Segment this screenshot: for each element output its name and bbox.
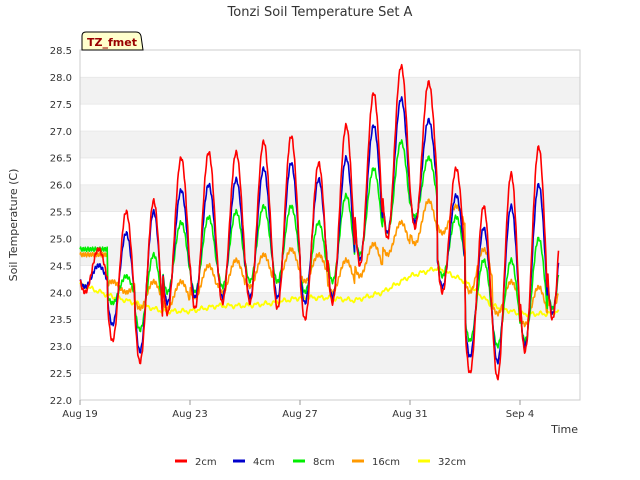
legend-label-4cm: 4cm (253, 457, 275, 468)
y-tick-label: 22.5 (50, 369, 72, 380)
y-tick-label: 28.0 (50, 73, 72, 84)
y-axis: 22.0 22.5 23.0 23.5 24.0 24.5 25.0 25.5 26.0 26.5… (50, 46, 72, 407)
y-axis-label: Soil Temperature (C) (7, 169, 20, 282)
y-tick-label: 23.0 (50, 342, 72, 353)
grid-band (80, 184, 580, 212)
y-tick-label: 28.5 (50, 46, 72, 57)
grid-band (80, 76, 580, 104)
legend-label-8cm: 8cm (313, 457, 335, 468)
x-axis: Aug 19 Aug 23 Aug 27 Aug 31 Sep 4 (62, 400, 534, 420)
grid-band (80, 157, 580, 185)
legend-label-32cm: 32cm (438, 457, 466, 468)
grid-band (80, 346, 580, 374)
y-tick-label: 25.0 (50, 234, 72, 245)
legend-label-16cm: 16cm (372, 457, 400, 468)
y-tick-label: 27.5 (50, 100, 72, 111)
y-tick-label: 26.0 (50, 181, 72, 192)
grid-band (80, 50, 580, 77)
plot-frame (79, 49, 581, 401)
x-tick-label: Aug 19 (62, 409, 97, 420)
x-tick-label: Aug 27 (282, 409, 317, 420)
y-tick-label: 25.5 (50, 208, 72, 219)
y-tick-label: 27.0 (50, 127, 72, 138)
grid-band (80, 211, 580, 239)
chart-title: Tonzi Soil Temperature Set A (227, 5, 413, 20)
x-axis-label: Time (550, 423, 578, 436)
legend-label-2cm: 2cm (195, 457, 217, 468)
x-tick-label: Sep 4 (506, 409, 534, 420)
series-line-8cm (79, 139, 560, 349)
grid-band (80, 373, 580, 400)
legend: 2cm 4cm 8cm 16cm 32cm (175, 457, 466, 468)
grid-band (80, 130, 580, 158)
series-lines (79, 63, 560, 381)
y-tick-label: 24.5 (50, 261, 72, 272)
y-tick-label: 23.5 (50, 315, 72, 326)
y-tick-label: 24.0 (50, 288, 72, 299)
series-line-32cm (79, 265, 560, 318)
x-tick-label: Aug 23 (172, 409, 207, 420)
series-line-2cm (79, 63, 560, 381)
grid-band (80, 319, 580, 347)
site-tag-box (81, 31, 144, 51)
site-tag: TZ_fmet (81, 31, 144, 51)
x-tick-label: Aug 31 (392, 409, 427, 420)
grid-band (80, 103, 580, 131)
y-tick-label: 22.0 (50, 396, 72, 407)
site-tag-label: TZ_fmet (87, 36, 137, 49)
grid-band (80, 238, 580, 266)
plot-background (80, 49, 580, 400)
y-tick-label: 26.5 (50, 154, 72, 165)
